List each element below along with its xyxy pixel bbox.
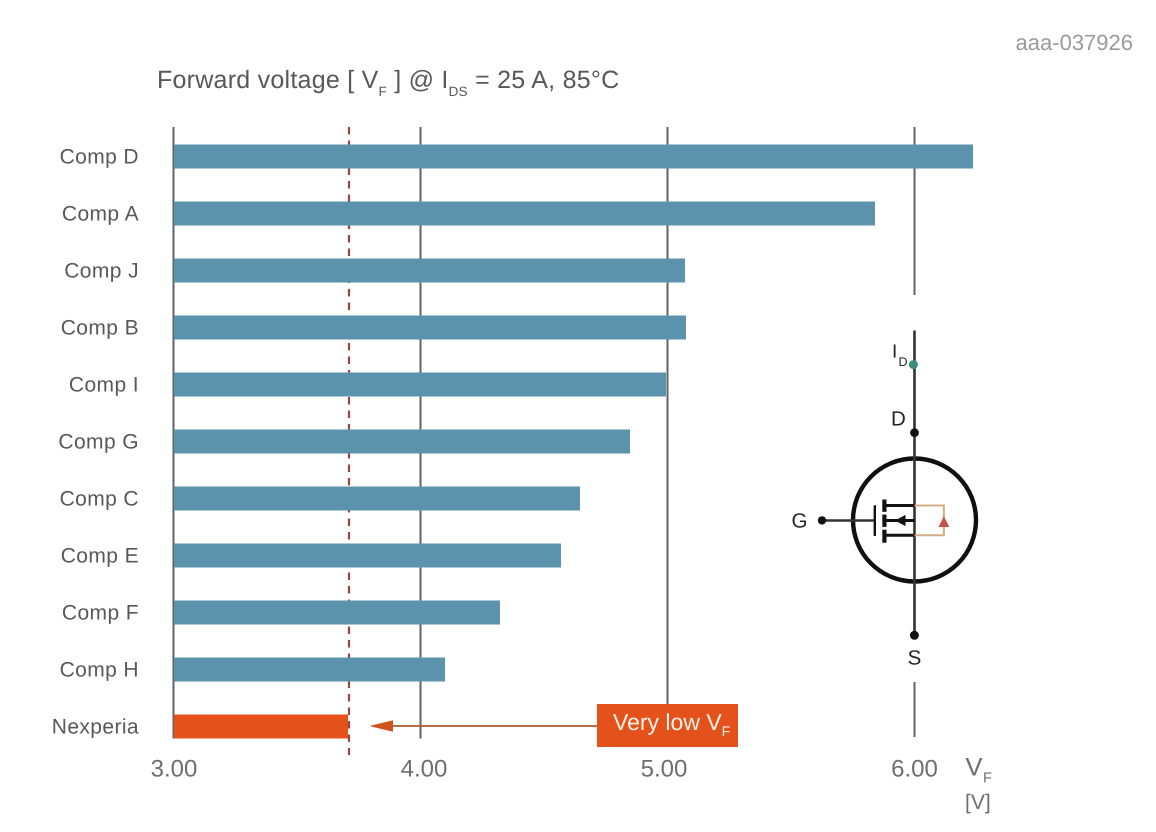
svg-text:I: I	[892, 342, 897, 363]
svg-text:Comp B: Comp B	[61, 317, 139, 340]
svg-text:aaa-037926: aaa-037926	[1016, 30, 1133, 55]
svg-text:V: V	[966, 754, 983, 782]
svg-text:Comp J: Comp J	[64, 260, 139, 283]
svg-text:Comp F: Comp F	[62, 602, 139, 625]
svg-text:6.00: 6.00	[891, 756, 938, 783]
svg-text:Forward voltage [ VF ] @ IDS =: Forward voltage [ VF ] @ IDS = 25 A, 85°…	[157, 66, 619, 99]
svg-text:Comp A: Comp A	[62, 203, 139, 226]
svg-text:Comp I: Comp I	[69, 374, 139, 397]
svg-text:D: D	[899, 355, 908, 369]
svg-text:Very low VF: Very low VF	[613, 709, 730, 739]
svg-text:4.00: 4.00	[401, 756, 448, 783]
svg-text:Comp E: Comp E	[61, 545, 139, 568]
svg-text:Comp C: Comp C	[60, 488, 139, 511]
svg-text:Comp D: Comp D	[60, 146, 139, 169]
svg-text:3.00: 3.00	[151, 756, 198, 783]
svg-text:D: D	[891, 408, 906, 431]
svg-text:Nexperia: Nexperia	[52, 716, 139, 739]
svg-text:5.00: 5.00	[641, 756, 688, 783]
svg-text:Comp G: Comp G	[58, 431, 139, 454]
svg-text:[V]: [V]	[965, 791, 991, 814]
svg-text:G: G	[792, 510, 808, 533]
svg-text:F: F	[983, 771, 992, 787]
svg-text:Comp H: Comp H	[60, 659, 139, 682]
svg-text:S: S	[908, 647, 922, 670]
